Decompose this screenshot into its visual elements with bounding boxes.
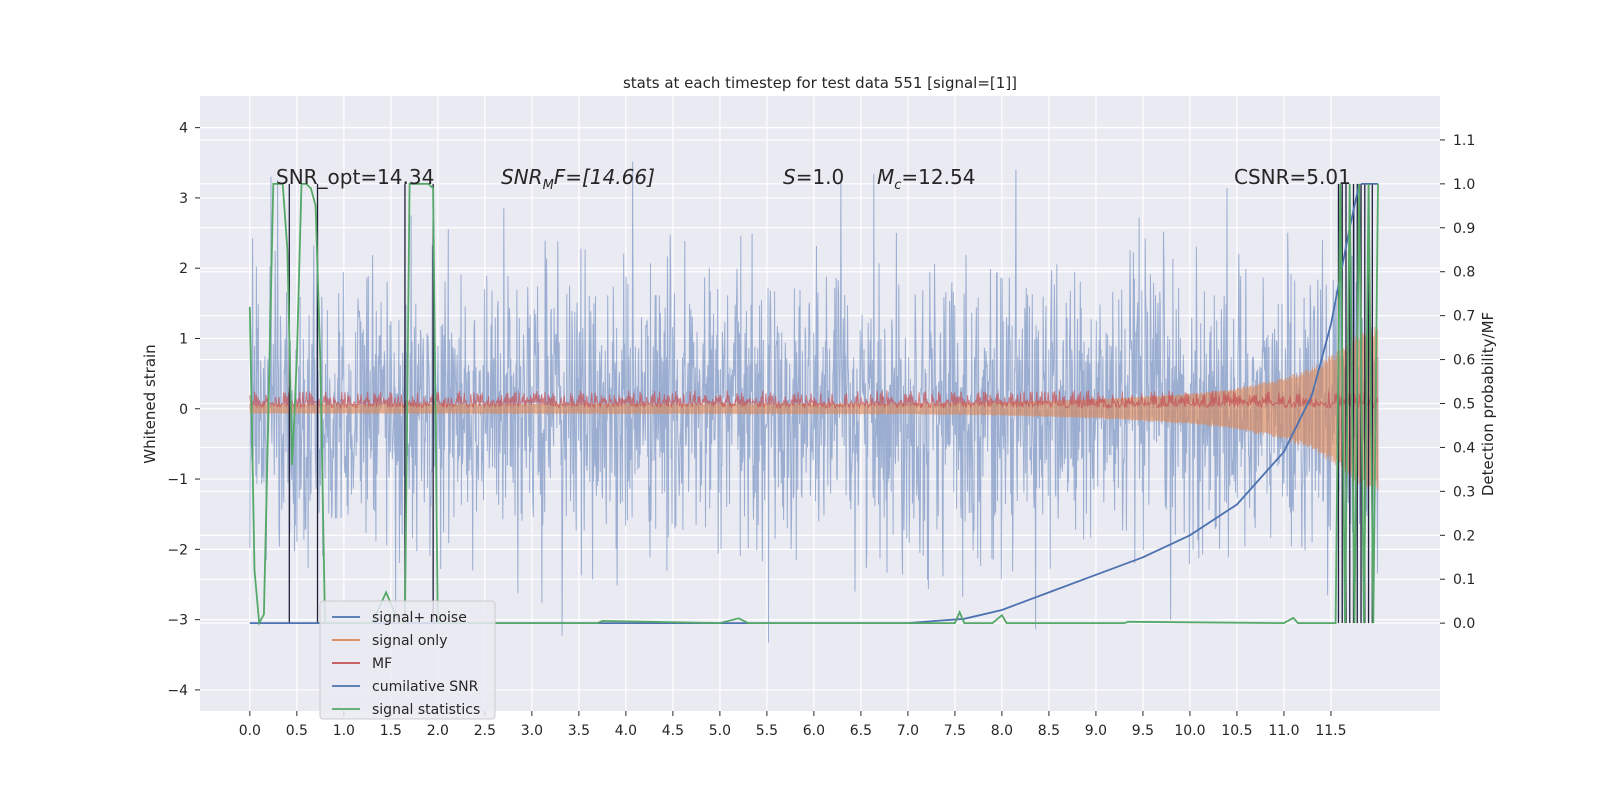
y-tick-label: 4 xyxy=(179,121,188,137)
y-tick-label: −4 xyxy=(167,683,188,699)
annotation-mc-sub: c xyxy=(894,178,901,193)
y2-tick-label: 0.3 xyxy=(1453,484,1475,500)
y2-tick-label: 0.4 xyxy=(1453,440,1475,456)
y-tick-label: 2 xyxy=(179,261,188,277)
annotation-s: S=1.0 xyxy=(783,165,844,189)
y2-tick-label: 0.0 xyxy=(1453,616,1475,632)
y-axis-ticks: 4 3 2 1 0 −1 −2 −3 −4 xyxy=(167,121,200,699)
x-tick-label: 7.5 xyxy=(944,723,966,739)
x-tick-label: 0.0 xyxy=(239,723,261,739)
y2-tick-label: 0.7 xyxy=(1453,309,1475,325)
y2-axis-label: Detection probability/MF xyxy=(1479,312,1497,496)
annotation-snr-opt: SNR_opt=14.34 xyxy=(276,165,434,189)
chart-title: stats at each timestep for test data 551… xyxy=(623,74,1017,92)
x-tick-label: 10.0 xyxy=(1174,723,1205,739)
mf-series xyxy=(249,390,1379,410)
y-tick-label: 0 xyxy=(179,402,188,418)
y2-tick-label: 0.9 xyxy=(1453,221,1475,237)
x-tick-label: 9.0 xyxy=(1085,723,1107,739)
x-tick-label: 0.5 xyxy=(286,723,308,739)
annotation-snr-mf-rest: F=[14.66] xyxy=(554,165,655,189)
x-tick-label: 1.5 xyxy=(380,723,402,739)
cumulative-snr-line xyxy=(249,183,1361,624)
legend-label: MF xyxy=(372,656,392,672)
x-tick-label: 8.5 xyxy=(1038,723,1060,739)
x-tick-label: 3.0 xyxy=(521,723,543,739)
x-tick-label: 4.0 xyxy=(615,723,637,739)
annotation-csnr: CSNR=5.01 xyxy=(1234,165,1351,189)
y2-tick-label: 0.1 xyxy=(1453,572,1475,588)
x-tick-label: 11.5 xyxy=(1315,723,1346,739)
y2-tick-label: 0.6 xyxy=(1453,353,1475,369)
y-tick-label: −3 xyxy=(167,613,188,629)
annotation-mc: Mc=12.54 xyxy=(877,165,975,193)
x-tick-label: 3.5 xyxy=(568,723,590,739)
legend-label: signal+ noise xyxy=(372,610,467,626)
legend: signal+ noise signal only MF cumilative SNR… xyxy=(319,600,496,720)
legend-box xyxy=(319,600,496,720)
y-tick-label: 3 xyxy=(179,191,188,207)
x-tick-label: 7.0 xyxy=(897,723,919,739)
annotation-s-label: S xyxy=(783,165,796,189)
y-tick-label: −1 xyxy=(167,472,188,488)
x-tick-label: 5.0 xyxy=(709,723,731,739)
mf-line xyxy=(249,390,1379,410)
x-tick-label: 8.0 xyxy=(991,723,1013,739)
x-tick-label: 2.0 xyxy=(427,723,449,739)
x-tick-label: 9.5 xyxy=(1132,723,1154,739)
annotation-mc-value: =12.54 xyxy=(901,165,975,189)
x-tick-label: 11.0 xyxy=(1268,723,1299,739)
signal-only-series xyxy=(249,325,1379,491)
y2-axis-ticks: 1.1 1.0 0.9 0.8 0.7 0.6 0.5 0.4 0.3 0.2 0.1 0.0 xyxy=(1440,133,1475,632)
x-tick-label: 4.5 xyxy=(662,723,684,739)
y-tick-label: 1 xyxy=(179,331,188,347)
x-tick-label: 5.5 xyxy=(756,723,778,739)
x-tick-label: 6.0 xyxy=(803,723,825,739)
x-tick-label: 1.0 xyxy=(333,723,355,739)
legend-label: signal only xyxy=(372,633,447,649)
y2-tick-label: 1.0 xyxy=(1453,177,1475,193)
legend-label: cumilative SNR xyxy=(372,679,479,695)
annotation-snr-mf-sub: M xyxy=(543,178,554,193)
x-axis-ticks: 0.0 0.5 1.0 1.5 2.0 2.5 3.0 3.5 4.0 4.5 5.0 5.5 6.0 6… xyxy=(239,711,1347,739)
x-tick-label: 6.5 xyxy=(850,723,872,739)
y-axis-label: Whitened strain xyxy=(141,344,159,463)
annotation-mc-label: M xyxy=(877,165,894,189)
cumulative-snr-series xyxy=(249,182,1378,624)
x-tick-label: 10.5 xyxy=(1221,723,1252,739)
signal-noise-line xyxy=(249,161,1379,643)
annotation-snr-mf: SNRMF=[14.66] xyxy=(501,165,655,193)
x-tick-label: 2.5 xyxy=(474,723,496,739)
y2-tick-label: 0.2 xyxy=(1453,528,1475,544)
signal-only-line xyxy=(249,325,1379,491)
legend-label: signal statistics xyxy=(372,702,480,718)
y2-tick-label: 0.8 xyxy=(1453,265,1475,281)
y2-tick-label: 0.5 xyxy=(1453,397,1475,413)
y2-tick-label: 1.1 xyxy=(1453,133,1475,149)
annotation-snr-mf-label: SNR xyxy=(501,165,543,189)
y-tick-label: −2 xyxy=(167,542,188,558)
annotation-s-value: =1.0 xyxy=(796,165,845,189)
signal-noise-series xyxy=(249,161,1379,643)
